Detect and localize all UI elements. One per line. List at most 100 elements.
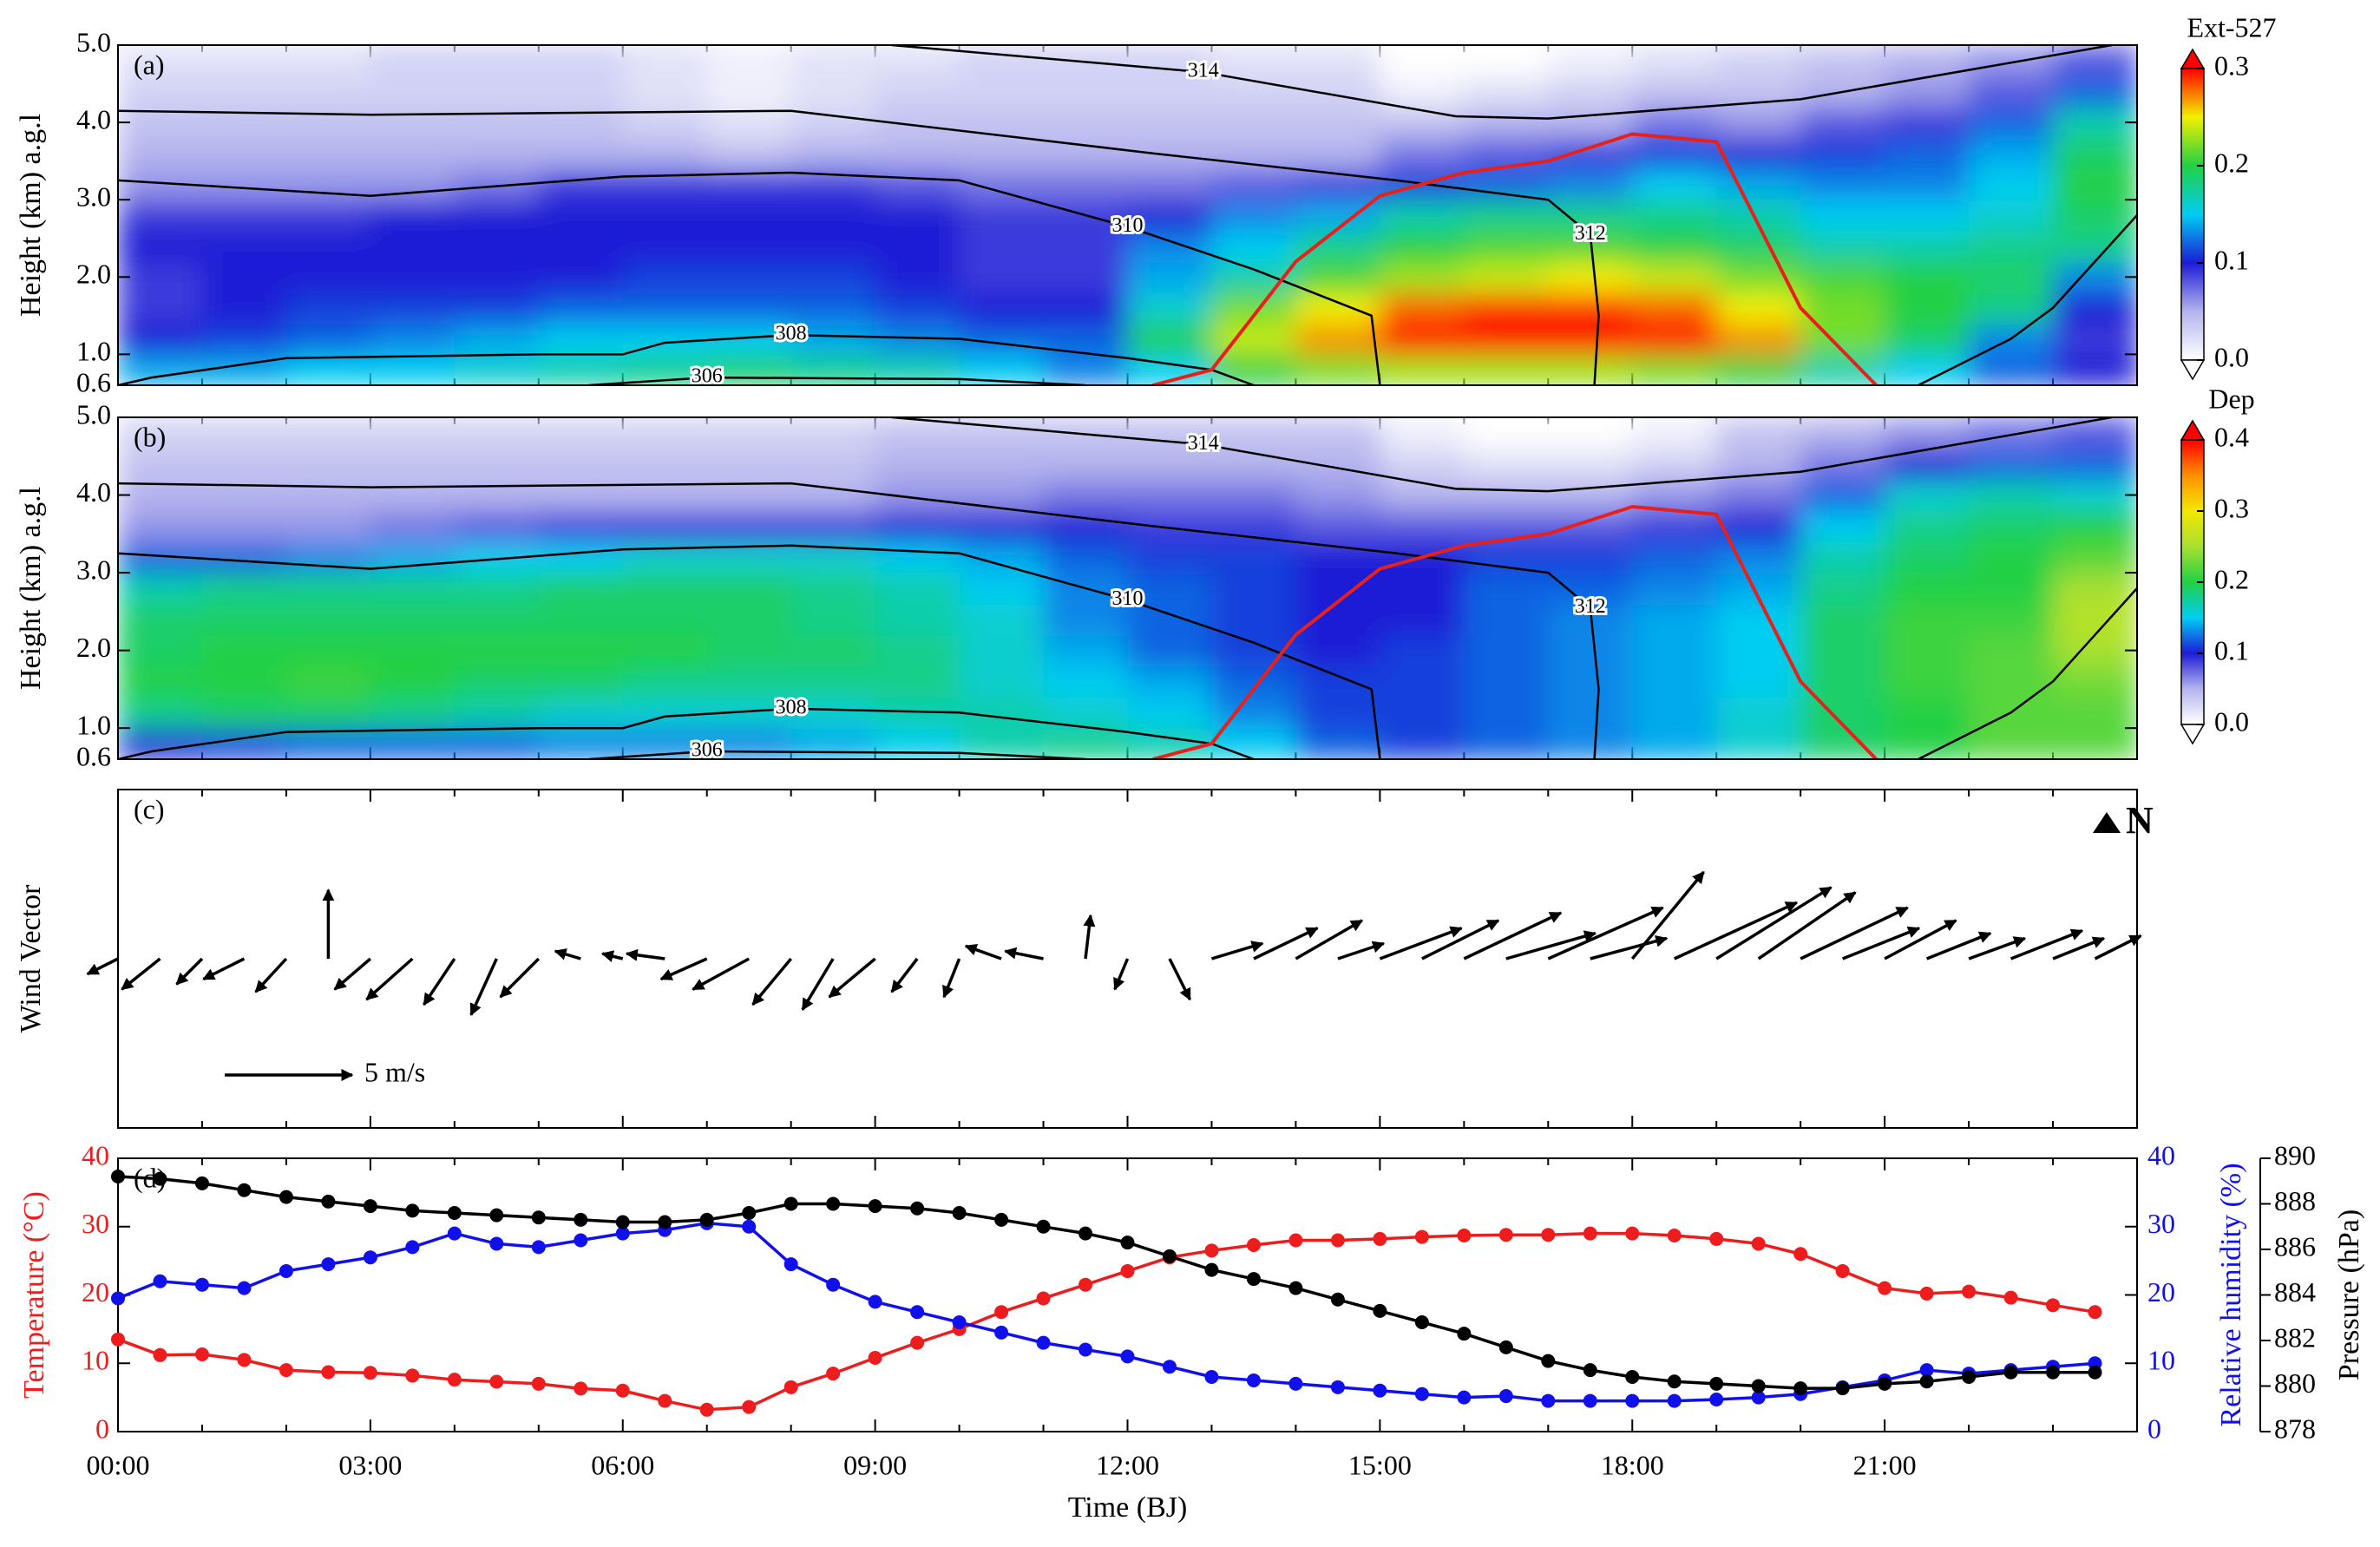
series-point xyxy=(237,1353,252,1367)
heatmap-cell xyxy=(1716,603,1802,636)
heatmap-cell xyxy=(1043,168,1129,201)
colorbar-tick-label: 0.3 xyxy=(2214,492,2249,523)
x-tick-label: 06:00 xyxy=(591,1449,654,1480)
panel-label: (a) xyxy=(134,49,165,80)
heatmap-cell xyxy=(1548,168,1634,201)
heatmap-cell xyxy=(2053,448,2137,481)
heatmap-cell xyxy=(790,323,876,356)
heatmap-cell xyxy=(959,200,1045,232)
heatmap-cell xyxy=(959,510,1045,543)
heatmap-cell xyxy=(2053,603,2137,636)
y3-tick-label: 888 xyxy=(2274,1185,2316,1216)
north-arrow xyxy=(2093,812,2121,833)
heatmap-cell xyxy=(1632,603,1718,636)
series-point xyxy=(1204,1370,1219,1384)
series-point xyxy=(615,1383,630,1398)
heatmap-cell xyxy=(1464,45,1550,77)
heatmap-cell xyxy=(1380,45,1465,77)
heatmap-cell xyxy=(1127,75,1213,108)
heatmap-cell xyxy=(1380,479,1465,512)
wind-arrow xyxy=(469,958,498,1016)
heatmap-cell xyxy=(370,261,456,294)
heatmap-cell xyxy=(706,417,792,449)
heatmap-cell xyxy=(1211,354,1297,385)
heatmap-cell xyxy=(1380,354,1465,385)
y3-tick-label: 878 xyxy=(2274,1413,2316,1444)
heatmap-cell xyxy=(201,75,287,108)
heatmap-cell xyxy=(622,510,708,543)
heatmap-cell xyxy=(1716,261,1802,294)
heatmap-cell xyxy=(706,603,792,636)
heatmap-cell xyxy=(1380,417,1465,449)
heatmap-cell xyxy=(1380,573,1465,605)
heatmap-cell xyxy=(201,261,287,294)
heatmap-cell xyxy=(1127,697,1213,730)
heatmap-cell xyxy=(1043,354,1129,385)
heatmap-cell xyxy=(622,541,708,574)
y-tick-label: 3.0 xyxy=(76,554,111,585)
heatmap-cell xyxy=(1464,230,1550,263)
heatmap-cell xyxy=(959,603,1045,636)
heatmap-cell xyxy=(706,448,792,481)
wind-arrow xyxy=(1295,919,1364,960)
heatmap-cell xyxy=(454,354,540,385)
heatmap-cell xyxy=(1043,230,1129,263)
heatmap-cell xyxy=(959,323,1045,356)
heatmap-cell xyxy=(370,510,456,543)
heatmap-cell xyxy=(1548,323,1634,356)
wind-arrow xyxy=(333,957,372,991)
series-point xyxy=(489,1236,504,1251)
heatmap-cell xyxy=(454,323,540,356)
heatmap-cell xyxy=(1800,573,1886,605)
series-point xyxy=(1751,1236,1766,1251)
heatmap-cell xyxy=(1716,541,1802,574)
series-point xyxy=(826,1367,841,1381)
colorbar-title: Ext-527 xyxy=(2187,11,2276,43)
colorbar-tick-label: 0.2 xyxy=(2214,147,2249,178)
heatmap-cell xyxy=(875,448,961,481)
x-tick-label: 15:00 xyxy=(1348,1449,1412,1480)
heatmap-cell xyxy=(2053,541,2137,574)
series-point xyxy=(1541,1228,1556,1242)
x-tick-label: 03:00 xyxy=(338,1449,402,1480)
heatmap-cell xyxy=(1969,573,2055,605)
heatmap-cell xyxy=(285,75,371,108)
heatmap-cell xyxy=(538,448,624,481)
heatmap-cell xyxy=(1380,292,1465,324)
heatmap-cell xyxy=(1295,448,1381,481)
wind-arrow xyxy=(1630,870,1705,960)
series-point xyxy=(1667,1393,1682,1408)
heatmap-cell xyxy=(1295,479,1381,512)
series-point xyxy=(405,1240,420,1255)
heatmap-cell xyxy=(1632,323,1718,356)
heatmap-cell xyxy=(1885,603,1970,636)
series-point xyxy=(1036,1291,1051,1306)
heatmap-cell xyxy=(1464,168,1550,201)
heatmap-cell xyxy=(2053,45,2137,77)
wind-arrow xyxy=(751,957,793,1006)
heatmap-cell xyxy=(1716,417,1802,449)
heatmap-cell xyxy=(1211,417,1297,449)
series-point xyxy=(994,1325,1009,1340)
heatmap-cell xyxy=(538,417,624,449)
heatmap-cell xyxy=(118,448,203,481)
series-point xyxy=(826,1277,841,1292)
wind-arrow xyxy=(1379,926,1463,960)
series-point xyxy=(321,1365,336,1380)
contour-label: 314 xyxy=(1188,60,1219,82)
y-axis-title: Pressure (hPa) xyxy=(2333,1209,2365,1380)
wind-arrow xyxy=(1841,926,1921,960)
series-point xyxy=(2088,1305,2102,1320)
heatmap-cell xyxy=(1548,510,1634,543)
heatmap-cell xyxy=(1127,479,1213,512)
series-point xyxy=(1373,1303,1387,1318)
heatmap-cell xyxy=(1548,573,1634,605)
heatmap-cell xyxy=(875,354,961,385)
wind-arrow xyxy=(1113,958,1130,991)
y-tick-label: 3.0 xyxy=(76,181,111,213)
heatmap-cell xyxy=(538,75,624,108)
heatmap-cell xyxy=(370,665,456,698)
heatmap-cell xyxy=(1716,230,1802,263)
heatmap-cell xyxy=(959,665,1045,698)
heatmap-cell xyxy=(706,665,792,698)
